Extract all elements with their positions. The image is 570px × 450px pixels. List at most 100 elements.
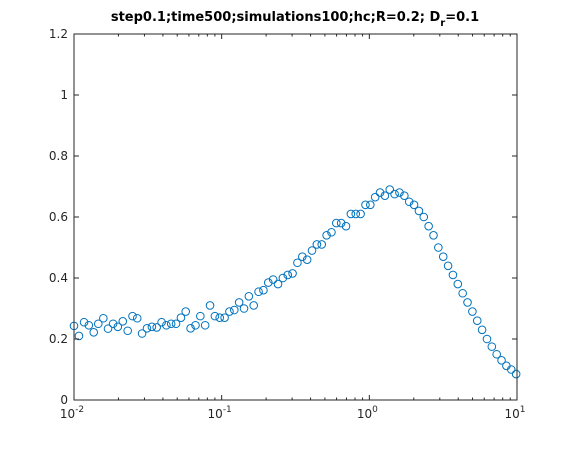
y-tick-label: 1 xyxy=(60,88,68,102)
data-point xyxy=(142,324,152,333)
data-point xyxy=(263,278,273,287)
data-point xyxy=(463,298,472,307)
x-axis-ticks: 10-2 10-1 100 101 xyxy=(60,34,526,421)
y-tick-label: 0.2 xyxy=(49,332,68,346)
data-point xyxy=(375,188,385,197)
data-point xyxy=(234,298,244,307)
data-point xyxy=(395,188,404,197)
y-tick-label: 0.4 xyxy=(49,271,68,285)
chart-title: step0.1;time500;simulations100;hc;R=0.2;… xyxy=(111,10,479,29)
data-point xyxy=(166,319,176,329)
data-point xyxy=(113,322,123,332)
data-point xyxy=(259,285,268,295)
data-point xyxy=(409,200,419,210)
data-point xyxy=(511,369,521,379)
data-point xyxy=(322,231,331,240)
data-point xyxy=(458,288,467,298)
chart-title-main: step0.1;time500;simulations100;hc;R=0.2;… xyxy=(111,10,441,25)
data-point xyxy=(89,327,99,337)
data-point xyxy=(196,311,205,321)
data-points xyxy=(69,185,521,379)
data-point xyxy=(356,209,365,219)
data-point xyxy=(171,319,181,329)
data-point xyxy=(99,313,108,323)
data-point xyxy=(434,243,443,252)
data-point xyxy=(283,270,293,280)
data-point xyxy=(191,320,200,330)
data-point xyxy=(400,191,409,200)
data-point xyxy=(128,311,137,321)
data-point xyxy=(152,323,161,332)
data-point xyxy=(210,311,220,321)
data-point xyxy=(424,221,433,231)
data-point xyxy=(327,227,336,237)
data-point xyxy=(419,212,429,222)
data-point xyxy=(317,240,327,249)
data-point xyxy=(244,292,254,301)
data-point xyxy=(181,307,191,316)
data-point xyxy=(336,218,346,228)
y-tick-label: 1.2 xyxy=(49,27,68,41)
data-point xyxy=(429,231,438,240)
data-point xyxy=(132,313,142,323)
data-point xyxy=(278,273,288,283)
data-point xyxy=(361,200,370,210)
data-point xyxy=(487,342,497,351)
data-point xyxy=(438,252,448,261)
data-point xyxy=(147,322,157,332)
data-point xyxy=(220,313,229,322)
data-point xyxy=(346,209,356,219)
data-point xyxy=(268,275,278,284)
data-point xyxy=(468,307,477,316)
data-point xyxy=(477,325,487,335)
data-point xyxy=(385,185,395,194)
data-point xyxy=(332,218,341,228)
data-point xyxy=(307,246,317,255)
data-point xyxy=(239,304,249,313)
data-point xyxy=(157,317,166,327)
data-point xyxy=(492,349,501,359)
data-point xyxy=(123,326,132,336)
chart-title-subscript: r xyxy=(440,18,445,29)
y-axis-ticks: 0 0.2 0.4 0.6 0.8 1 1.2 xyxy=(49,27,517,407)
data-point xyxy=(273,279,283,289)
chart-title-suffix: =0.1 xyxy=(445,10,479,25)
data-point xyxy=(254,287,263,297)
data-point xyxy=(186,324,195,333)
y-tick-label: 0.8 xyxy=(49,149,68,163)
data-point xyxy=(443,261,453,271)
x-tick-label: 101 xyxy=(504,405,525,421)
data-point xyxy=(341,221,351,231)
data-point xyxy=(84,320,94,330)
data-point xyxy=(298,252,307,261)
data-point xyxy=(215,313,225,322)
data-point xyxy=(414,206,424,216)
data-point xyxy=(288,269,297,278)
data-point xyxy=(225,307,234,316)
data-point xyxy=(506,365,516,374)
data-point xyxy=(448,270,458,280)
data-point xyxy=(200,320,210,330)
y-tick-label: 0.6 xyxy=(49,210,68,224)
data-point xyxy=(108,319,118,329)
data-point xyxy=(312,240,322,249)
data-point xyxy=(293,258,302,268)
data-point xyxy=(103,324,113,333)
data-point xyxy=(366,200,375,210)
data-point xyxy=(472,316,482,326)
data-point xyxy=(74,331,84,341)
x-tick-label: 10-1 xyxy=(208,405,232,421)
data-point xyxy=(79,317,89,327)
data-point xyxy=(249,301,258,310)
data-point xyxy=(137,329,147,338)
data-point xyxy=(118,317,128,326)
data-point xyxy=(497,356,506,365)
data-point xyxy=(302,255,312,265)
data-point xyxy=(453,279,463,289)
data-point xyxy=(176,313,186,322)
data-point xyxy=(205,301,215,310)
x-tick-label: 10-2 xyxy=(60,405,84,421)
data-point xyxy=(390,189,399,199)
data-point xyxy=(482,334,492,344)
